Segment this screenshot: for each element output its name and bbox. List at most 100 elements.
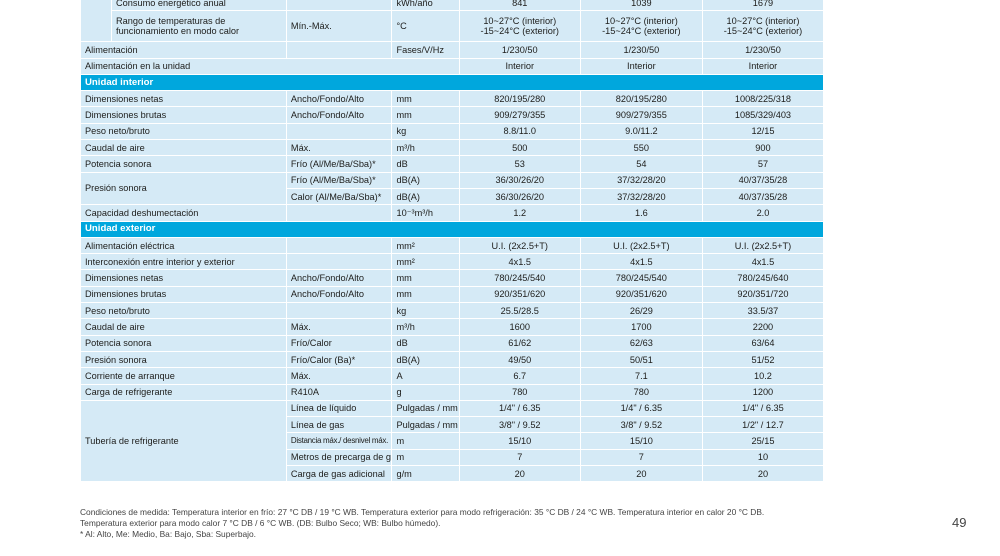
value-cell: 4x1.5: [702, 254, 823, 270]
value-cell: 920/351/620: [580, 286, 702, 303]
row-unit: mm: [392, 286, 459, 303]
value-cell: 1/4" / 6.35: [702, 400, 823, 417]
row-label: Alimentación eléctrica: [81, 237, 286, 254]
value-cell: 36/30/26/20: [459, 172, 580, 188]
value-cell: 4x1.5: [580, 254, 702, 270]
value-cell: 12/15: [702, 123, 823, 140]
value-cell: 49/50: [459, 351, 580, 368]
row-label: Alimentación: [81, 42, 286, 58]
value-cell: 780: [459, 384, 580, 400]
row-label: Dimensiones brutas: [81, 107, 286, 123]
value-cell: 61/62: [459, 335, 580, 351]
value-cell: 920/351/620: [459, 286, 580, 303]
specifications-table: Consumo energético anual kWh/año 841 1039 16…: [80, 0, 824, 482]
value-cell: 20: [459, 466, 580, 482]
value-cell: 9.0/11.2: [580, 123, 702, 140]
table-row: Dimensiones brutas Ancho/Fondo/Alto mm 909/…: [81, 107, 823, 123]
value-cell: Interior: [459, 58, 580, 74]
row-label: Carga de refrigerante: [81, 384, 286, 400]
table-row: Presión sonora Frío/Calor (Ba)* dB(A) 49/50…: [81, 351, 823, 368]
row-label: Dimensiones netas: [81, 270, 286, 286]
row-sublabel: Línea de gas: [286, 417, 392, 433]
value-cell: 909/279/355: [459, 107, 580, 123]
row-sublabel: [286, 0, 392, 11]
row-label: Capacidad deshumectación: [81, 205, 286, 221]
value-cell: 40/37/35/28: [702, 172, 823, 188]
row-unit: Pulgadas / mm: [392, 400, 459, 417]
row-sublabel: Mín.-Máx.: [286, 11, 392, 42]
value-cell: 1/4" / 6.35: [580, 400, 702, 417]
value-cell: 820/195/280: [580, 91, 702, 107]
row-label: Corriente de arranque: [81, 368, 286, 384]
value-cell: 500: [459, 140, 580, 156]
row-sublabel: Ancho/Fondo/Alto: [286, 107, 392, 123]
value-cell: 3/8" / 9.52: [580, 417, 702, 433]
value-cell: 15/10: [580, 433, 702, 449]
row-label: Peso neto/bruto: [81, 123, 286, 140]
value-cell: 2200: [702, 319, 823, 335]
value-cell: 900: [702, 140, 823, 156]
row-sublabel: Línea de líquido: [286, 400, 392, 417]
row-label: Interconexión entre interior y exterior: [81, 254, 286, 270]
value-cell: Interior: [580, 58, 702, 74]
row-label: Rango de temperaturas de funcionamiento …: [112, 11, 286, 42]
row-unit: mm: [392, 107, 459, 123]
value-cell: 53: [459, 156, 580, 172]
value-cell: 62/63: [580, 335, 702, 351]
row-label: Potencia sonora: [81, 156, 286, 172]
value-cell: 7: [580, 449, 702, 466]
row-sublabel: Frío/Calor: [286, 335, 392, 351]
value-cell: 3/8" / 9.52: [459, 417, 580, 433]
table-row: Potencia sonora Frío (Al/Me/Ba/Sba)* dB 53 5…: [81, 156, 823, 172]
value-cell: 1/2" / 12.7: [702, 417, 823, 433]
value-cell: U.I. (2x2.5+T): [580, 237, 702, 254]
row-label: Caudal de aire: [81, 319, 286, 335]
row-sublabel: Calor (Al/Me/Ba/Sba)*: [286, 188, 392, 205]
row-label: Caudal de aire: [81, 140, 286, 156]
value-cell: 20: [702, 466, 823, 482]
value-cell: 1085/329/403: [702, 107, 823, 123]
table-row: Carga de refrigerante R410A g 780 780 1200: [81, 384, 823, 400]
row-sublabel: [286, 123, 392, 140]
row-unit: m: [392, 449, 459, 466]
table-row: Capacidad deshumectación 10⁻³m³/h 1.2 1.6 2.…: [81, 205, 823, 221]
row-label: Tubería de refrigerante: [81, 400, 286, 482]
table-row: Potencia sonora Frío/Calor dB 61/62 62/63 63/…: [81, 335, 823, 351]
row-sublabel: Ancho/Fondo/Alto: [286, 270, 392, 286]
table-row: Metros de precarga de gas m 7 7 10: [81, 449, 823, 466]
value-cell: 20: [580, 466, 702, 482]
value-cell: 1039: [580, 0, 702, 11]
value-cell: 37/32/28/20: [580, 188, 702, 205]
row-unit: kg: [392, 123, 459, 140]
table-row: Calor (Al/Me/Ba/Sba)* dB(A) 36/30/26/20 37/…: [81, 188, 823, 205]
row-sublabel: R410A: [286, 384, 392, 400]
row-sublabel: [286, 205, 392, 221]
footnote-line: Temperatura exterior para modo calor 7 °…: [80, 518, 441, 529]
value-cell: 550: [580, 140, 702, 156]
row-sublabel: Frío (Al/Me/Ba/Sba)*: [286, 172, 392, 188]
value-cell: 1/4" / 6.35: [459, 400, 580, 417]
table-row: Caudal de aire Máx. m³/h 500 550 900: [81, 140, 823, 156]
row-unit: mm²: [392, 237, 459, 254]
footnote-line: * Al: Alto, Me: Medio, Ba: Bajo, Sba: Su…: [80, 529, 256, 540]
value-cell: 1/230/50: [580, 42, 702, 58]
value-cell: 780/245/540: [459, 270, 580, 286]
row-sublabel: Frío (Al/Me/Ba/Sba)*: [286, 156, 392, 172]
row-label: Potencia sonora: [81, 335, 286, 351]
row-unit: dB(A): [392, 172, 459, 188]
value-cell: 33.5/37: [702, 303, 823, 319]
value-cell: 63/64: [702, 335, 823, 351]
row-unit: g/m: [392, 466, 459, 482]
page-number: 49: [952, 515, 967, 530]
value-cell: 780/245/640: [702, 270, 823, 286]
row-label: Presión sonora: [81, 351, 286, 368]
value-cell: 1200: [702, 384, 823, 400]
value-cell: 37/32/28/20: [580, 172, 702, 188]
value-cell: 36/30/26/20: [459, 188, 580, 205]
row-unit: g: [392, 384, 459, 400]
row-sublabel: [286, 254, 392, 270]
value-cell: 40/37/35/28: [702, 188, 823, 205]
value-cell: 57: [702, 156, 823, 172]
value-cell: U.I. (2x2.5+T): [702, 237, 823, 254]
row-unit: mm: [392, 91, 459, 107]
